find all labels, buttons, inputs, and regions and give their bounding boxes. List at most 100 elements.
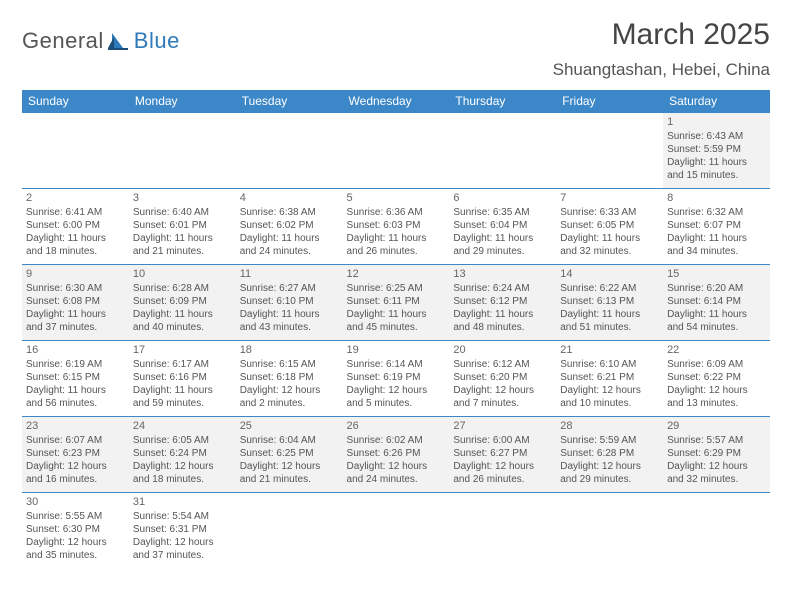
sunrise-text: Sunrise: 5:57 AM <box>667 434 766 447</box>
weekday-header: Sunday <box>22 90 129 113</box>
sunrise-text: Sunrise: 6:15 AM <box>240 358 339 371</box>
day-number: 26 <box>347 419 446 433</box>
sunrise-text: Sunrise: 6:22 AM <box>560 282 659 295</box>
sunrise-text: Sunrise: 6:20 AM <box>667 282 766 295</box>
day-cell: 14Sunrise: 6:22 AMSunset: 6:13 PMDayligh… <box>556 265 663 341</box>
day-cell: 22Sunrise: 6:09 AMSunset: 6:22 PMDayligh… <box>663 341 770 417</box>
sunset-text: Sunset: 6:19 PM <box>347 371 446 384</box>
sunset-text: Sunset: 6:08 PM <box>26 295 125 308</box>
calendar-row: 2Sunrise: 6:41 AMSunset: 6:00 PMDaylight… <box>22 189 770 265</box>
day-cell: 26Sunrise: 6:02 AMSunset: 6:26 PMDayligh… <box>343 417 450 493</box>
sunset-text: Sunset: 6:15 PM <box>26 371 125 384</box>
sunset-text: Sunset: 6:14 PM <box>667 295 766 308</box>
day-cell: 15Sunrise: 6:20 AMSunset: 6:14 PMDayligh… <box>663 265 770 341</box>
weekday-header-row: SundayMondayTuesdayWednesdayThursdayFrid… <box>22 90 770 113</box>
daylight-text: Daylight: 11 hours and 40 minutes. <box>133 308 232 334</box>
calendar-row: 30Sunrise: 5:55 AMSunset: 6:30 PMDayligh… <box>22 493 770 569</box>
sunset-text: Sunset: 6:24 PM <box>133 447 232 460</box>
day-cell: 20Sunrise: 6:12 AMSunset: 6:20 PMDayligh… <box>449 341 556 417</box>
empty-cell <box>449 493 556 569</box>
weekday-header: Monday <box>129 90 236 113</box>
day-cell: 30Sunrise: 5:55 AMSunset: 6:30 PMDayligh… <box>22 493 129 569</box>
daylight-text: Daylight: 11 hours and 21 minutes. <box>133 232 232 258</box>
daylight-text: Daylight: 11 hours and 15 minutes. <box>667 156 766 182</box>
sunrise-text: Sunrise: 6:30 AM <box>26 282 125 295</box>
calendar-row: 9Sunrise: 6:30 AMSunset: 6:08 PMDaylight… <box>22 265 770 341</box>
sunset-text: Sunset: 6:04 PM <box>453 219 552 232</box>
calendar-row: 1Sunrise: 6:43 AMSunset: 5:59 PMDaylight… <box>22 113 770 189</box>
sunrise-text: Sunrise: 6:41 AM <box>26 206 125 219</box>
sunrise-text: Sunrise: 6:35 AM <box>453 206 552 219</box>
day-number: 27 <box>453 419 552 433</box>
day-cell: 10Sunrise: 6:28 AMSunset: 6:09 PMDayligh… <box>129 265 236 341</box>
logo-text-general: General <box>22 28 104 54</box>
sunrise-text: Sunrise: 6:09 AM <box>667 358 766 371</box>
day-number: 31 <box>133 495 232 509</box>
day-number: 12 <box>347 267 446 281</box>
daylight-text: Daylight: 12 hours and 18 minutes. <box>133 460 232 486</box>
day-cell: 23Sunrise: 6:07 AMSunset: 6:23 PMDayligh… <box>22 417 129 493</box>
day-cell: 7Sunrise: 6:33 AMSunset: 6:05 PMDaylight… <box>556 189 663 265</box>
day-number: 15 <box>667 267 766 281</box>
sunset-text: Sunset: 5:59 PM <box>667 143 766 156</box>
sunset-text: Sunset: 6:13 PM <box>560 295 659 308</box>
day-number: 22 <box>667 343 766 357</box>
day-number: 10 <box>133 267 232 281</box>
day-cell: 11Sunrise: 6:27 AMSunset: 6:10 PMDayligh… <box>236 265 343 341</box>
day-cell: 4Sunrise: 6:38 AMSunset: 6:02 PMDaylight… <box>236 189 343 265</box>
sunset-text: Sunset: 6:01 PM <box>133 219 232 232</box>
logo-text-blue: Blue <box>134 28 180 54</box>
sunset-text: Sunset: 6:12 PM <box>453 295 552 308</box>
sunrise-text: Sunrise: 5:55 AM <box>26 510 125 523</box>
sunset-text: Sunset: 6:05 PM <box>560 219 659 232</box>
day-cell: 9Sunrise: 6:30 AMSunset: 6:08 PMDaylight… <box>22 265 129 341</box>
sunrise-text: Sunrise: 6:10 AM <box>560 358 659 371</box>
month-title: March 2025 <box>553 18 770 52</box>
day-cell: 3Sunrise: 6:40 AMSunset: 6:01 PMDaylight… <box>129 189 236 265</box>
sunrise-text: Sunrise: 6:02 AM <box>347 434 446 447</box>
day-number: 21 <box>560 343 659 357</box>
weekday-header: Thursday <box>449 90 556 113</box>
empty-cell <box>449 113 556 189</box>
empty-cell <box>22 113 129 189</box>
sunset-text: Sunset: 6:10 PM <box>240 295 339 308</box>
day-number: 5 <box>347 191 446 205</box>
daylight-text: Daylight: 12 hours and 7 minutes. <box>453 384 552 410</box>
day-cell: 12Sunrise: 6:25 AMSunset: 6:11 PMDayligh… <box>343 265 450 341</box>
day-number: 2 <box>26 191 125 205</box>
daylight-text: Daylight: 11 hours and 59 minutes. <box>133 384 232 410</box>
sunrise-text: Sunrise: 6:04 AM <box>240 434 339 447</box>
sunrise-text: Sunrise: 6:19 AM <box>26 358 125 371</box>
sunset-text: Sunset: 6:02 PM <box>240 219 339 232</box>
day-cell: 17Sunrise: 6:17 AMSunset: 6:16 PMDayligh… <box>129 341 236 417</box>
day-number: 25 <box>240 419 339 433</box>
day-number: 20 <box>453 343 552 357</box>
calendar-body: 1Sunrise: 6:43 AMSunset: 5:59 PMDaylight… <box>22 113 770 569</box>
daylight-text: Daylight: 11 hours and 48 minutes. <box>453 308 552 334</box>
sunset-text: Sunset: 6:27 PM <box>453 447 552 460</box>
day-number: 11 <box>240 267 339 281</box>
day-cell: 21Sunrise: 6:10 AMSunset: 6:21 PMDayligh… <box>556 341 663 417</box>
day-cell: 27Sunrise: 6:00 AMSunset: 6:27 PMDayligh… <box>449 417 556 493</box>
sunrise-text: Sunrise: 6:24 AM <box>453 282 552 295</box>
sunset-text: Sunset: 6:16 PM <box>133 371 232 384</box>
daylight-text: Daylight: 11 hours and 24 minutes. <box>240 232 339 258</box>
location-subtitle: Shuangtashan, Hebei, China <box>553 60 770 80</box>
daylight-text: Daylight: 12 hours and 24 minutes. <box>347 460 446 486</box>
daylight-text: Daylight: 12 hours and 37 minutes. <box>133 536 232 562</box>
sunrise-text: Sunrise: 6:17 AM <box>133 358 232 371</box>
day-number: 1 <box>667 115 766 129</box>
sunset-text: Sunset: 6:11 PM <box>347 295 446 308</box>
sunrise-text: Sunrise: 6:14 AM <box>347 358 446 371</box>
empty-cell <box>556 493 663 569</box>
sunrise-text: Sunrise: 5:59 AM <box>560 434 659 447</box>
empty-cell <box>129 113 236 189</box>
daylight-text: Daylight: 12 hours and 16 minutes. <box>26 460 125 486</box>
daylight-text: Daylight: 11 hours and 54 minutes. <box>667 308 766 334</box>
day-cell: 19Sunrise: 6:14 AMSunset: 6:19 PMDayligh… <box>343 341 450 417</box>
empty-cell <box>343 493 450 569</box>
sunrise-text: Sunrise: 6:38 AM <box>240 206 339 219</box>
day-cell: 8Sunrise: 6:32 AMSunset: 6:07 PMDaylight… <box>663 189 770 265</box>
daylight-text: Daylight: 12 hours and 2 minutes. <box>240 384 339 410</box>
sunrise-text: Sunrise: 6:32 AM <box>667 206 766 219</box>
